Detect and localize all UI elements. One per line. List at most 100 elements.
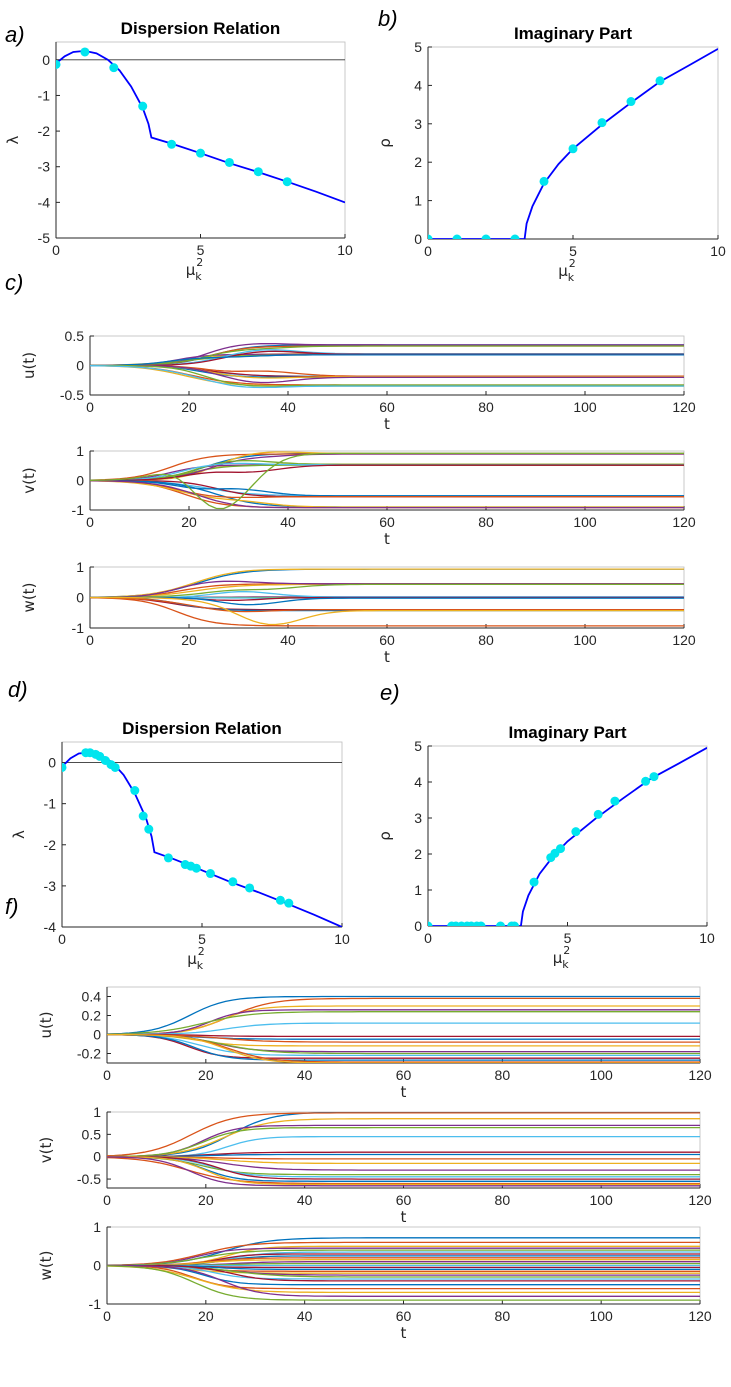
- x-tick-label: 10: [710, 243, 726, 259]
- x-tick-label: 10: [699, 930, 715, 946]
- chart-c_u: 0 20 40 60 80 100 120-0.500.5tu(t): [20, 328, 696, 433]
- data-point: [245, 883, 255, 893]
- data-point: [593, 809, 603, 819]
- series-line: [107, 1241, 700, 1266]
- y-tick-label: 0: [42, 52, 50, 68]
- y-tick-label: -0.5: [77, 1171, 101, 1187]
- panel-label: d): [8, 677, 28, 702]
- y-axis-label: λ: [4, 135, 22, 144]
- x-tick-label: 40: [297, 1067, 313, 1083]
- y-tick-label: -3: [44, 878, 57, 894]
- chart-a: 0 5 10 0 -1 -2 -3 -4 -5 Dispersion Relation μ2 k λ: [4, 19, 353, 283]
- y-tick-label: 0: [76, 590, 84, 606]
- plot-area: [428, 48, 718, 239]
- y-tick-label: 1: [414, 882, 422, 898]
- data-point: [641, 776, 651, 786]
- y-tick-label: 0: [76, 358, 84, 374]
- y-tick-label: 5: [414, 738, 422, 754]
- x-tick-label: 5: [564, 930, 572, 946]
- series-line: [107, 1156, 700, 1182]
- data-point: [597, 118, 607, 128]
- x-axis-label: t: [384, 415, 390, 433]
- series-line: [107, 1156, 700, 1171]
- data-point: [529, 877, 539, 887]
- series-line: [90, 479, 684, 497]
- y-tick-label: 3: [414, 810, 422, 826]
- series-line: [107, 1156, 700, 1160]
- y-tick-label: -0.2: [77, 1046, 101, 1062]
- series-line: [107, 1034, 700, 1059]
- series-line: [107, 1156, 700, 1187]
- plot-area: [107, 1237, 700, 1301]
- plot-area: [56, 47, 345, 204]
- series-line: [107, 1112, 700, 1157]
- x-tick-label: 100: [573, 399, 597, 415]
- plot-box: [427, 46, 719, 240]
- data-point: [205, 869, 215, 879]
- series-line: [107, 1033, 700, 1063]
- data-point: [571, 827, 581, 837]
- data-point: [275, 895, 285, 905]
- y-tick-label: 2: [414, 154, 422, 170]
- series-line: [90, 480, 684, 509]
- x-tick-label: 60: [379, 514, 395, 530]
- series-line: [90, 365, 684, 389]
- panel-label: e): [380, 680, 400, 705]
- data-point: [144, 824, 154, 834]
- chart-f_u: 0 20 40 60 80 100 120-0.200.20.4tu(t): [37, 986, 712, 1101]
- y-tick-label: 2: [414, 846, 422, 862]
- y-tick-label: 3: [414, 116, 422, 132]
- x-tick-label: 0: [103, 1308, 111, 1324]
- y-tick-label: -0.5: [60, 387, 84, 403]
- data-point: [610, 796, 620, 806]
- series-line: [90, 597, 684, 627]
- series-line: [107, 1112, 700, 1158]
- y-tick-label: 0: [414, 231, 422, 247]
- plot-box: [427, 745, 708, 927]
- data-point: [539, 176, 549, 186]
- series-line: [107, 1264, 700, 1282]
- x-tick-label: 40: [280, 399, 296, 415]
- panel-label: a): [5, 22, 25, 47]
- y-tick-label: -1: [72, 620, 85, 636]
- series-line: [107, 1153, 700, 1158]
- data-point: [163, 853, 173, 863]
- data-point: [130, 786, 140, 796]
- series-line: [90, 568, 684, 598]
- data-point: [510, 234, 520, 239]
- y-tick-label: -1: [38, 87, 51, 103]
- data-point: [138, 101, 148, 111]
- series-line: [107, 1237, 700, 1266]
- series-line: [90, 464, 684, 482]
- plot-area: [90, 451, 684, 510]
- x-tick-label: 5: [197, 242, 205, 258]
- x-axis-label: μ2 k: [558, 257, 576, 284]
- y-tick-label: 0.4: [82, 989, 102, 1005]
- x-tick-label: 60: [379, 399, 395, 415]
- x-axis-label: t: [384, 648, 390, 666]
- x-tick-label: 120: [688, 1067, 712, 1083]
- chart-e: 0 5 10 0 1 2 3 4 5 Imaginary Part μ2 k ρ: [376, 723, 715, 971]
- series-line: [90, 354, 684, 367]
- series-line: [107, 1033, 700, 1061]
- data-point: [80, 47, 90, 57]
- curve-line: [428, 48, 718, 239]
- y-tick-label: -1: [44, 796, 57, 812]
- series-line: [107, 1156, 700, 1186]
- x-axis-label: t: [401, 1083, 407, 1101]
- data-point: [62, 762, 67, 772]
- series-line: [107, 1264, 700, 1286]
- x-tick-label: 80: [478, 399, 494, 415]
- data-point: [282, 177, 292, 187]
- series-line: [107, 1124, 700, 1158]
- y-tick-label: -5: [38, 230, 51, 246]
- x-tick-label: 80: [495, 1308, 511, 1324]
- series-line: [107, 1156, 700, 1180]
- data-point: [428, 921, 433, 926]
- x-tick-label: 0: [103, 1067, 111, 1083]
- x-axis-label: μ2 k: [186, 256, 204, 283]
- y-axis-label: u(t): [37, 1011, 55, 1038]
- data-point: [138, 811, 148, 821]
